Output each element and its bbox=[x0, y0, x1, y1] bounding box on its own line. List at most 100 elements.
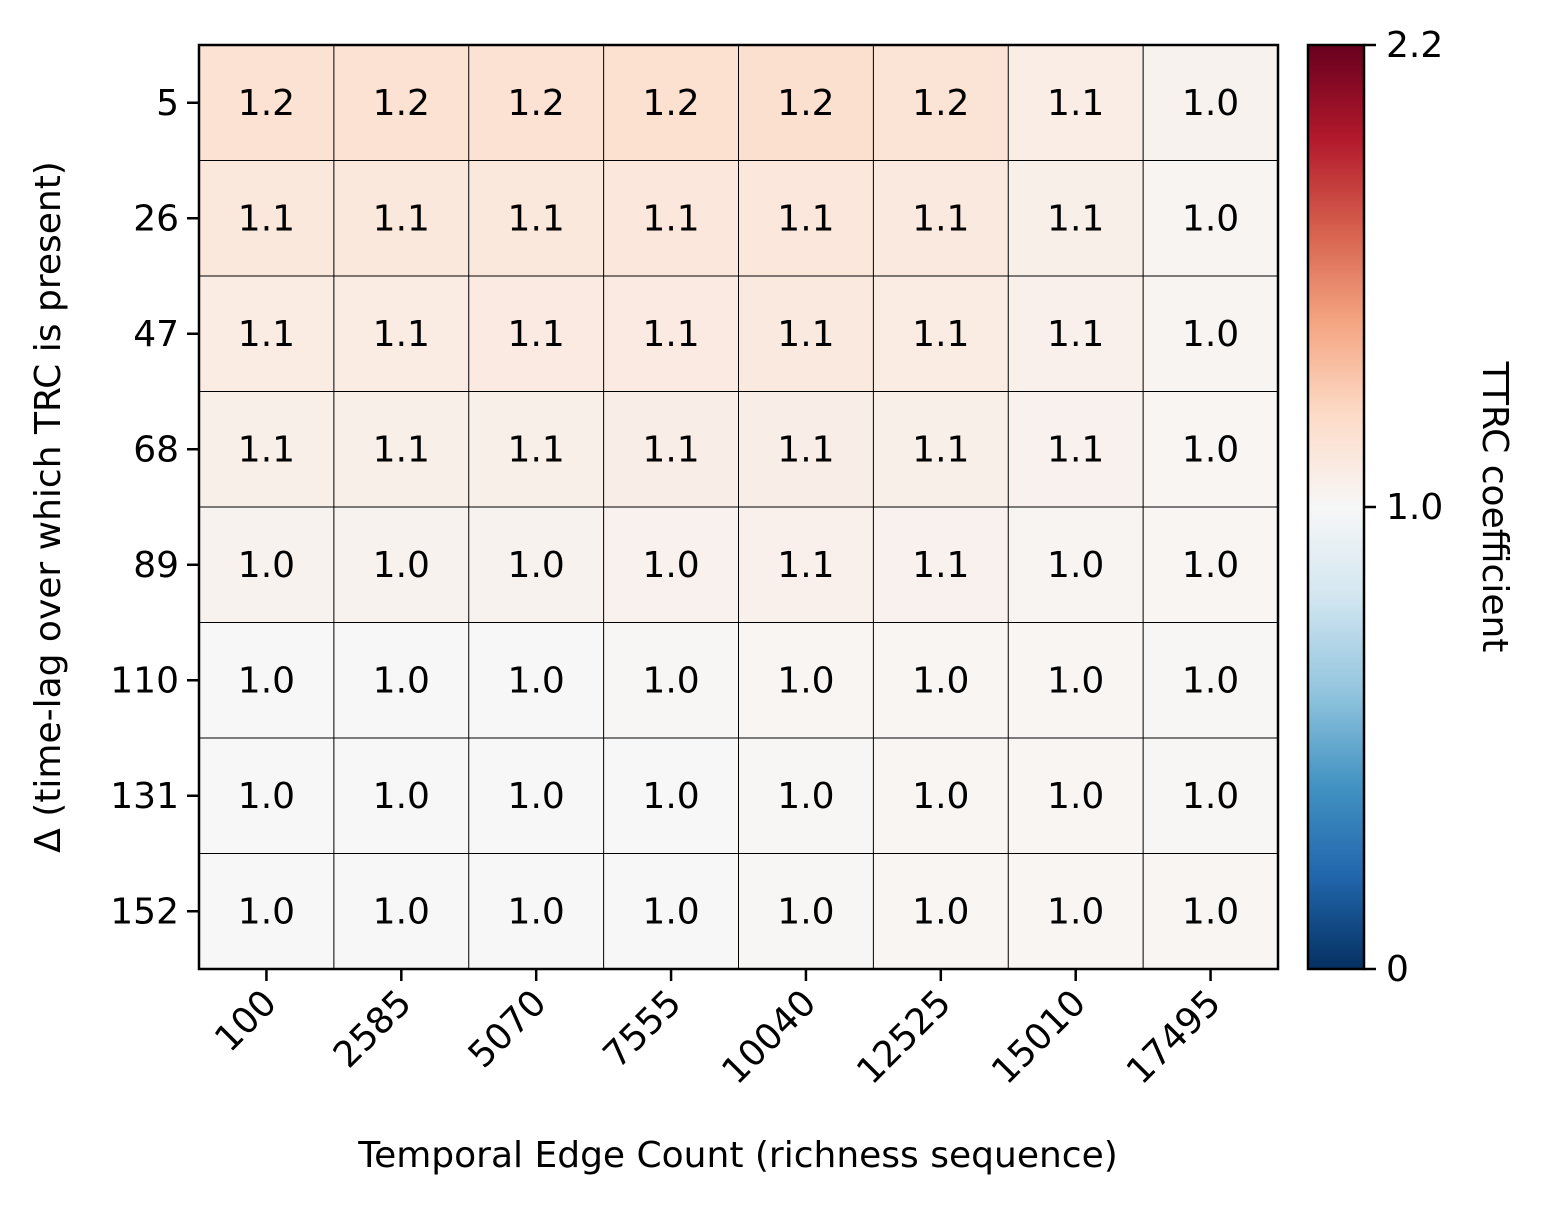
cell-value-label: 1.1 bbox=[912, 429, 969, 470]
cell-value-label: 1.0 bbox=[1047, 545, 1104, 586]
y-tick-label: 131 bbox=[110, 776, 179, 817]
cell-value-label: 1.1 bbox=[642, 314, 699, 355]
heatmap-cell bbox=[1143, 507, 1279, 623]
cell-value-label: 1.1 bbox=[912, 198, 969, 239]
heatmap-cell bbox=[738, 160, 874, 277]
heatmap-cell bbox=[333, 391, 470, 508]
cell-value-label: 1.0 bbox=[777, 660, 834, 701]
heatmap-cell bbox=[333, 45, 470, 161]
heatmap-cell bbox=[468, 853, 605, 970]
x-tick-label: 15010 bbox=[984, 982, 1094, 1092]
heatmap-cell bbox=[333, 853, 470, 970]
heatmap-cell bbox=[873, 853, 1009, 970]
heatmap-cell bbox=[738, 622, 874, 739]
heatmap-cell bbox=[1008, 276, 1144, 392]
cell-value-label: 1.1 bbox=[912, 314, 969, 355]
cell-value-label: 1.1 bbox=[373, 314, 430, 355]
cell-value-label: 1.2 bbox=[238, 83, 295, 124]
heatmap-cell bbox=[738, 45, 874, 161]
cell-value-label: 1.0 bbox=[777, 776, 834, 817]
heatmap-cell bbox=[1008, 738, 1144, 854]
heatmap-cell bbox=[1008, 853, 1144, 970]
cell-value-label: 1.1 bbox=[373, 429, 430, 470]
cell-value-label: 1.0 bbox=[777, 891, 834, 932]
heatmap-cell bbox=[1008, 45, 1144, 161]
heatmap-cell bbox=[468, 507, 605, 623]
heatmap-cell bbox=[873, 276, 1009, 392]
heatmap-cell bbox=[873, 45, 1009, 161]
heatmap-cell bbox=[1008, 160, 1144, 277]
x-axis: 100 2585 5070 7555 10040 12525 15010 17495 bbox=[207, 969, 1229, 1092]
cell-value-label: 1.0 bbox=[912, 891, 969, 932]
cell-value-label: 1.1 bbox=[238, 198, 295, 239]
heatmap-cell bbox=[873, 391, 1009, 508]
cell-value-label: 1.0 bbox=[1182, 314, 1239, 355]
cell-value-label: 1.0 bbox=[1182, 545, 1239, 586]
heatmap-cell bbox=[333, 622, 470, 739]
x-tick-label: 12525 bbox=[849, 982, 959, 1092]
cell-value-label: 1.0 bbox=[238, 545, 295, 586]
x-tick-label: 17495 bbox=[1119, 982, 1229, 1092]
heatmap-cell bbox=[1143, 276, 1279, 392]
cell-value-label: 1.1 bbox=[1047, 83, 1104, 124]
heatmap-cell bbox=[603, 45, 739, 161]
cell-value-label: 1.1 bbox=[642, 198, 699, 239]
y-tick-label: 152 bbox=[110, 891, 179, 932]
heatmap-cell bbox=[738, 507, 874, 623]
colorbar-ticks: 0 1.0 2.2 bbox=[1364, 25, 1443, 990]
colorbar-title: TTRC coefficient bbox=[1474, 361, 1515, 653]
cell-value-label: 1.0 bbox=[1047, 776, 1104, 817]
cell-value-label: 1.1 bbox=[508, 429, 565, 470]
cell-value-label: 1.2 bbox=[642, 83, 699, 124]
heatmap-grid bbox=[199, 45, 1278, 969]
x-tick-label: 5070 bbox=[461, 982, 555, 1076]
cell-value-label: 1.1 bbox=[238, 314, 295, 355]
heatmap-cell bbox=[603, 391, 739, 508]
heatmap-cell bbox=[873, 622, 1009, 739]
y-axis: 5 26 47 68 89 110 131 152 bbox=[110, 83, 199, 932]
cell-value-label: 1.1 bbox=[777, 198, 834, 239]
heatmap-cell bbox=[199, 853, 335, 970]
heatmap-cell bbox=[1143, 45, 1279, 161]
heatmap-cells bbox=[199, 45, 1279, 970]
heatmap-cell bbox=[603, 276, 739, 392]
heatmap-cell bbox=[333, 160, 470, 277]
cell-value-label: 1.2 bbox=[777, 83, 834, 124]
y-tick-label: 5 bbox=[156, 83, 179, 124]
cell-value-label: 1.1 bbox=[1047, 198, 1104, 239]
heatmap-cell bbox=[603, 622, 739, 739]
x-tick-label: 100 bbox=[207, 982, 285, 1060]
cell-value-label: 1.2 bbox=[373, 83, 430, 124]
colorbar-tick-label: 0 bbox=[1386, 949, 1409, 990]
cell-value-label: 1.1 bbox=[508, 198, 565, 239]
heatmap-cell bbox=[468, 738, 605, 854]
heatmap-cell bbox=[738, 738, 874, 854]
plot-frame bbox=[197, 43, 1280, 971]
heatmap-cell bbox=[468, 276, 605, 392]
cell-value-label: 1.0 bbox=[508, 776, 565, 817]
cell-value-labels: 1.2 1.2 1.2 1.2 1.2 1.2 1.1 1.0 1.1 1.1 1.1 1.1 1.1 1… bbox=[238, 83, 1239, 933]
heatmap-cell bbox=[468, 160, 605, 277]
heatmap-cell bbox=[873, 160, 1009, 277]
colorbar-tick-label: 2.2 bbox=[1386, 25, 1443, 66]
heatmap-cell bbox=[1008, 622, 1144, 739]
colorbar-tick-label: 1.0 bbox=[1386, 487, 1443, 528]
heatmap-cell bbox=[199, 391, 335, 508]
cell-value-label: 1.2 bbox=[912, 83, 969, 124]
cell-value-label: 1.0 bbox=[238, 776, 295, 817]
cell-value-label: 1.0 bbox=[1182, 891, 1239, 932]
cell-value-label: 1.0 bbox=[642, 660, 699, 701]
heatmap-cell bbox=[1143, 160, 1279, 277]
cell-value-label: 1.1 bbox=[373, 198, 430, 239]
y-tick-label: 110 bbox=[110, 660, 179, 701]
cell-value-label: 1.1 bbox=[508, 314, 565, 355]
cell-value-label: 1.1 bbox=[777, 314, 834, 355]
x-axis-title: Temporal Edge Count (richness sequence) bbox=[357, 1135, 1118, 1176]
cell-value-label: 1.0 bbox=[642, 545, 699, 586]
cell-value-label: 1.1 bbox=[642, 429, 699, 470]
cell-value-label: 1.0 bbox=[373, 660, 430, 701]
heatmap-cell bbox=[199, 507, 335, 623]
cell-value-label: 1.0 bbox=[508, 891, 565, 932]
cell-value-label: 1.0 bbox=[1182, 776, 1239, 817]
